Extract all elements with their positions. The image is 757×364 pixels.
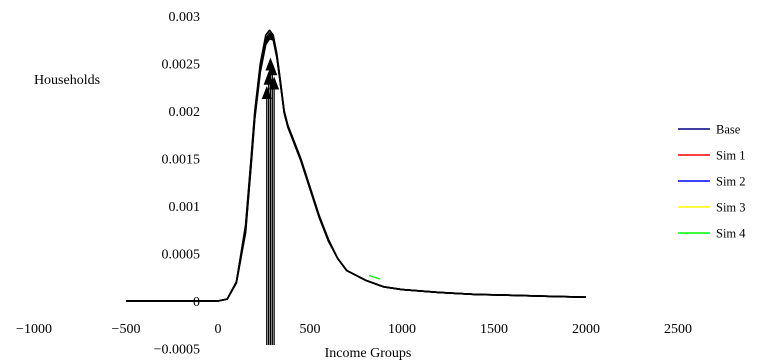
x-tick-label: 500 — [300, 322, 321, 337]
peak-markers — [261, 57, 280, 345]
legend-label: Sim 2 — [716, 175, 746, 189]
y-tick-label: 0.0025 — [162, 58, 201, 73]
y-axis-ticks: −0.0005 0 0.0005 0.001 0.0015 0.002 0.0025 0.00… — [154, 10, 200, 358]
y-tick-label: 0.002 — [169, 105, 201, 120]
y-tick-label: 0.001 — [169, 200, 201, 215]
x-tick-label: 2000 — [572, 322, 600, 337]
y-tick-label: 0.0005 — [162, 248, 201, 263]
x-tick-label: 2500 — [664, 322, 692, 337]
series-lines — [126, 29, 587, 302]
x-tick-label: −500 — [112, 322, 141, 337]
legend-label: Sim 4 — [716, 227, 746, 241]
x-tick-label: −1000 — [16, 322, 52, 337]
marker-triangle — [269, 76, 280, 90]
legend: Base Sim 1 Sim 2 Sim 3 Sim 4 — [678, 123, 746, 241]
marker-triangle — [263, 71, 274, 85]
marker-triangle — [267, 62, 278, 76]
y-axis-label: Households — [34, 73, 100, 88]
series-line-sim-4 — [126, 37, 587, 302]
x-tick-label: 1500 — [480, 322, 508, 337]
y-tick-label: −0.0005 — [154, 343, 200, 358]
marker-triangle — [261, 86, 272, 99]
x-tick-label: 0 — [215, 322, 222, 337]
y-tick-label: 0.003 — [169, 10, 201, 25]
x-tick-label: 1000 — [388, 322, 416, 337]
legend-label: Sim 3 — [716, 201, 746, 215]
legend-label: Sim 1 — [716, 149, 746, 163]
legend-label: Base — [716, 123, 741, 137]
y-tick-label: 0 — [193, 295, 200, 310]
x-axis-label: Income Groups — [325, 346, 412, 361]
y-tick-label: 0.0015 — [162, 153, 201, 168]
x-axis-ticks: −1000 −500 0 500 1000 1500 2000 2500 — [16, 322, 692, 337]
sim4-visible-segment — [368, 274, 381, 280]
